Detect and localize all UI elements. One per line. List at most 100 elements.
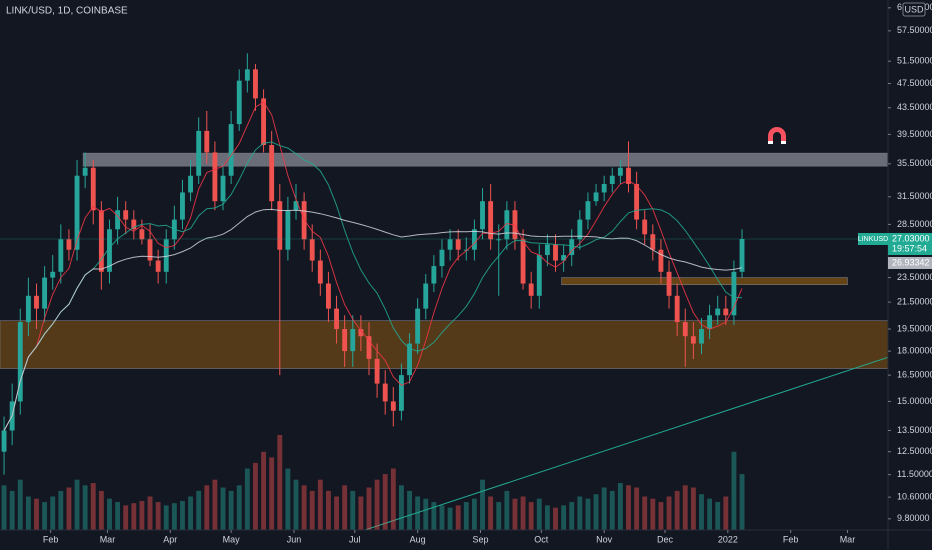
- candle-body: [58, 239, 64, 272]
- volume-bar: [42, 502, 48, 530]
- volume-bar: [626, 485, 631, 530]
- volume-bar: [642, 496, 648, 530]
- volume-bar: [520, 496, 526, 530]
- candle-body: [609, 175, 615, 184]
- volume-bar: [171, 503, 177, 530]
- candle-body: [163, 239, 169, 272]
- magnet-tip: [781, 141, 786, 144]
- volume-bar: [674, 490, 680, 530]
- y-tick-label: 15.00000: [897, 396, 932, 406]
- volume-bar: [699, 494, 704, 530]
- candle-body: [212, 152, 218, 202]
- volume-bar: [423, 498, 429, 530]
- volume-bar: [488, 496, 494, 530]
- moving-average: [3, 208, 743, 431]
- candle-body: [358, 329, 364, 337]
- candle-body: [626, 167, 631, 184]
- volume-bar: [715, 502, 721, 530]
- candle-body: [244, 69, 250, 81]
- volume-bar: [269, 457, 275, 530]
- x-tick-label: Apr: [163, 534, 177, 544]
- candle-body: [528, 283, 534, 296]
- x-tick-label: Jul: [349, 534, 361, 544]
- volume-bar: [480, 479, 485, 530]
- currency-badge: [902, 2, 926, 17]
- volume-bar: [293, 479, 299, 530]
- volume-bar: [439, 505, 445, 530]
- volume-bar: [731, 451, 737, 530]
- candle-body: [666, 271, 672, 296]
- candle-body: [261, 98, 266, 146]
- candle-body: [66, 239, 72, 250]
- candle-body: [90, 167, 96, 211]
- candle-body: [204, 130, 210, 153]
- candle-body: [236, 80, 242, 125]
- candle-body: [390, 401, 396, 411]
- volume-bar: [58, 490, 64, 530]
- volume: [1, 435, 745, 530]
- candle-body: [512, 210, 518, 240]
- candle-body: [74, 175, 80, 250]
- x-tick-label: May: [223, 534, 241, 544]
- magnet[interactable]: [768, 127, 786, 144]
- volume-bar: [634, 487, 640, 530]
- candle-body: [699, 329, 704, 344]
- candle-body: [496, 239, 502, 241]
- y-tick-label: 51.50000: [897, 56, 932, 66]
- candle-body: [520, 239, 526, 284]
- volume-bar: [471, 498, 477, 530]
- volume-bar: [398, 485, 404, 530]
- candle-body: [731, 271, 737, 316]
- candle-body: [431, 266, 437, 284]
- candle-body: [382, 383, 388, 402]
- candle-body: [25, 295, 31, 323]
- volume-bar: [25, 496, 31, 530]
- candle-body: [569, 239, 575, 256]
- x-tick-label: Mar: [840, 534, 856, 544]
- candle-body: [455, 239, 461, 250]
- y-tick-label: 43.50000: [897, 102, 932, 112]
- candle-body: [658, 249, 664, 272]
- moving-averages: [3, 101, 743, 431]
- volume-bar: [285, 468, 291, 530]
- volume-bar: [358, 496, 364, 530]
- candle-body: [50, 271, 56, 278]
- candle-body: [155, 260, 161, 272]
- candle-body: [544, 244, 550, 256]
- candles: [1, 53, 745, 475]
- candle-body: [309, 239, 315, 261]
- volume-bar: [131, 503, 137, 530]
- volume-bar: [66, 487, 72, 530]
- volume-bar: [139, 500, 145, 530]
- price-tag: [888, 232, 932, 255]
- candle-body: [147, 239, 153, 261]
- volume-bar: [374, 479, 380, 530]
- price-tag-label: 26.93342: [892, 257, 930, 267]
- magnet-tip: [768, 141, 773, 144]
- volume-bar: [577, 496, 583, 530]
- volume-bar: [317, 479, 323, 530]
- candle-body: [439, 249, 445, 267]
- volume-bar: [82, 485, 88, 530]
- x-tick-label: Mar: [100, 534, 116, 544]
- magnet-icon[interactable]: [768, 127, 786, 144]
- zone: [561, 277, 848, 286]
- candle-body: [131, 219, 137, 230]
- volume-bar: [496, 502, 502, 530]
- candle-body: [180, 192, 185, 220]
- y-tick-label: 10.60000: [897, 492, 932, 502]
- volume-bar: [723, 496, 729, 530]
- volume-bar: [415, 496, 421, 530]
- candle-body: [82, 167, 88, 176]
- volume-bar: [220, 487, 226, 530]
- candle-body: [504, 210, 510, 240]
- x-tick-label: Feb: [783, 534, 799, 544]
- candle-body: [553, 244, 558, 261]
- volume-bar: [609, 490, 615, 530]
- candle-body: [471, 229, 477, 250]
- volume-bar: [9, 490, 15, 530]
- candle-body: [488, 201, 494, 240]
- volume-bar: [147, 496, 153, 530]
- chart-title: LINK/USD, 1D, COINBASE: [6, 6, 128, 17]
